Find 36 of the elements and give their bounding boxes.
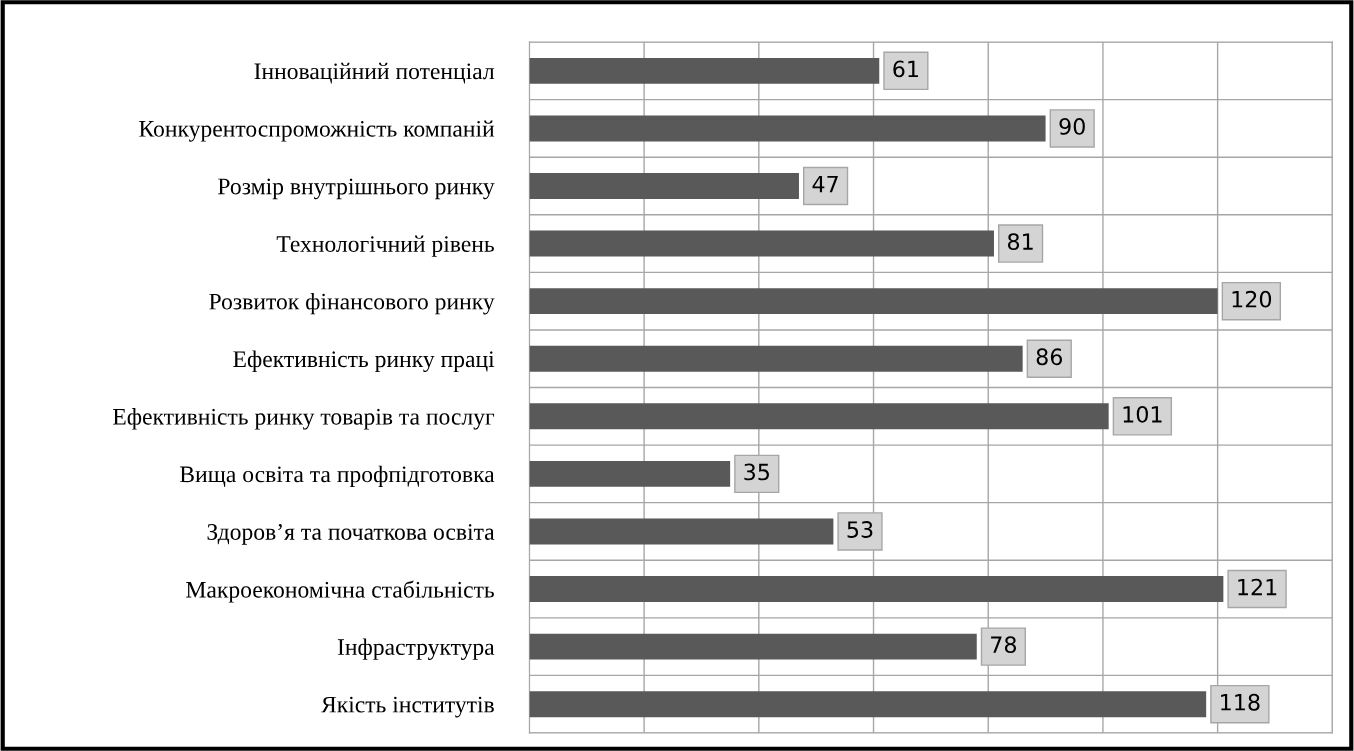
y-tick-label: Конкурентоспроможність компаній: [139, 120, 495, 142]
y-tick-label: Інфраструктура: [337, 638, 495, 660]
data-label: 120: [1232, 290, 1272, 308]
bar: [529, 460, 731, 487]
bar: [529, 230, 994, 257]
data-label: 90: [1059, 118, 1085, 135]
data-label: 35: [744, 463, 769, 481]
bar: [529, 173, 799, 199]
bar: [529, 576, 1224, 602]
data-label: 101: [1123, 405, 1162, 423]
bar: [529, 633, 977, 660]
bar: [529, 403, 1109, 430]
bar: [529, 518, 834, 545]
y-tick-label: Ефективність ринку товарів та послуг: [113, 408, 495, 430]
bar: [529, 288, 1218, 315]
y-tick-label: Ефективність ринку праці: [233, 350, 495, 373]
y-tick-label: Розмір внутрішнього ринку: [218, 178, 495, 200]
data-label: 81: [1007, 233, 1033, 251]
data-label: 47: [812, 175, 838, 193]
data-label: 86: [1036, 348, 1063, 366]
y-tick-label: Розвиток фінансового ринку: [209, 292, 495, 315]
data-label: 121: [1238, 578, 1277, 596]
y-tick-label: Вища освіта та профпідготовка: [179, 465, 495, 488]
y-tick-label: Макроекономічна стабільність: [186, 580, 494, 603]
data-label: 61: [893, 60, 918, 78]
bar: [529, 115, 1046, 142]
y-tick-label: Інноваційний потенціал: [254, 62, 495, 84]
y-tick-label: Технологічний рівень: [276, 235, 494, 257]
bar: [529, 345, 1023, 372]
data-label: 78: [991, 636, 1017, 654]
data-label: 53: [847, 521, 873, 538]
y-tick-label: Здоров’я та початкова освіта: [207, 523, 495, 545]
data-label: 118: [1221, 693, 1260, 711]
bar: [529, 691, 1207, 718]
y-tick-label: Якість інститутів: [321, 696, 494, 718]
bar: [529, 57, 880, 84]
